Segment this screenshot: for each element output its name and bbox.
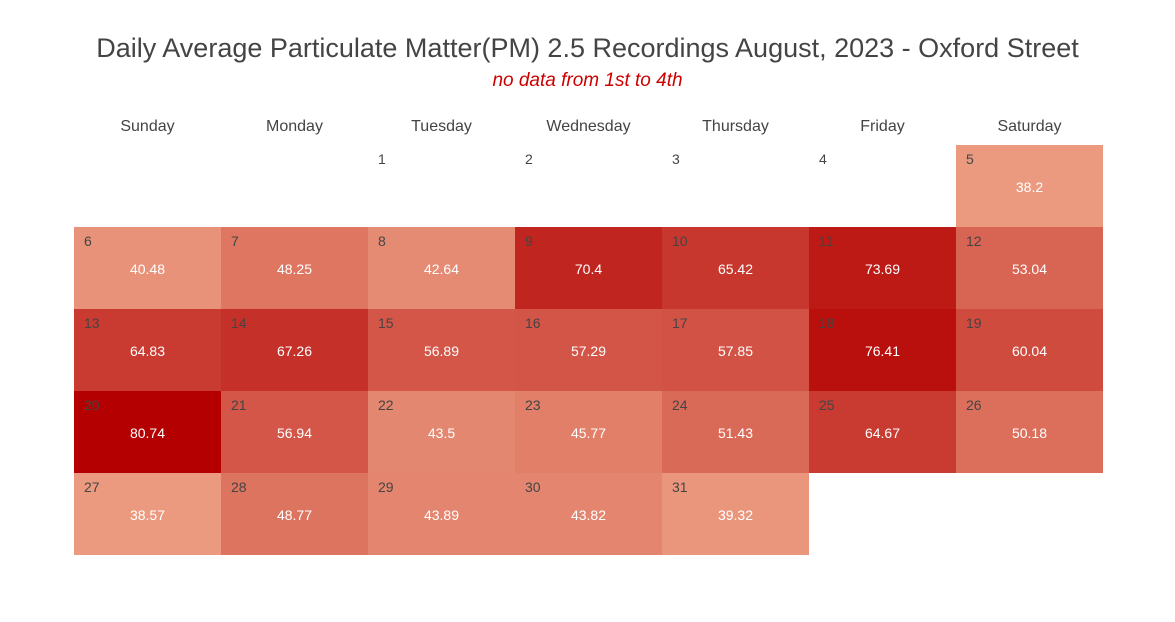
day-number: 9	[525, 233, 533, 249]
day-number: 26	[966, 397, 982, 413]
day-number: 24	[672, 397, 688, 413]
day-number: 13	[84, 315, 100, 331]
day-cell: 18 76.41	[809, 309, 956, 391]
chart-subtitle: no data from 1st to 4th	[492, 70, 683, 91]
weekday-label: Monday	[266, 118, 323, 135]
day-number: 6	[84, 233, 92, 249]
day-number: 11	[819, 233, 834, 249]
day-number: 31	[672, 479, 688, 495]
day-number: 16	[525, 315, 541, 331]
value-label: 38.2	[1015, 179, 1044, 195]
weekday-label: Sunday	[120, 118, 175, 135]
day-cell: 10 65.42	[662, 227, 809, 309]
day-cell: 31 39.32	[662, 473, 809, 555]
day-number: 28	[231, 479, 247, 495]
value-label: 76.41	[864, 343, 901, 359]
day-number: 27	[84, 479, 100, 495]
value-label: 40.48	[129, 261, 166, 277]
day-number: 12	[966, 233, 982, 249]
day-cell: 17 57.85	[662, 309, 809, 391]
day-cell: 22 43.5	[368, 391, 515, 473]
day-number: 23	[525, 397, 541, 413]
value-label: 48.25	[276, 261, 313, 277]
value-label: 64.67	[864, 425, 901, 441]
day-number: 29	[378, 479, 394, 495]
day-cell: 21 56.94	[221, 391, 368, 473]
day-number: 22	[378, 397, 394, 413]
day-cell: 30 43.82	[515, 473, 662, 555]
day-number: 20	[84, 397, 100, 413]
value-label: 51.43	[717, 425, 754, 441]
day-cell: 26 50.18	[956, 391, 1103, 473]
day-cell: 12 53.04	[956, 227, 1103, 309]
day-cell: 28 48.77	[221, 473, 368, 555]
value-label: 57.85	[717, 343, 754, 359]
day-number: 2	[525, 151, 533, 167]
weekday-label: Wednesday	[546, 118, 631, 135]
day-number: 14	[231, 315, 247, 331]
value-label: 65.42	[717, 261, 754, 277]
day-number: 19	[966, 315, 982, 331]
value-label: 43.5	[427, 425, 456, 441]
chart-title: Daily Average Particulate Matter(PM) 2.5…	[96, 33, 1079, 63]
weekday-label: Friday	[860, 118, 905, 135]
day-cell: 6 40.48	[74, 227, 221, 309]
day-cell: 2	[515, 145, 662, 227]
value-label: 70.4	[574, 261, 603, 277]
value-label: 45.77	[570, 425, 607, 441]
day-cell: 19 60.04	[956, 309, 1103, 391]
value-label: 38.57	[129, 507, 166, 523]
day-cell: 29 43.89	[368, 473, 515, 555]
value-label: 50.18	[1011, 425, 1048, 441]
value-label: 56.94	[276, 425, 313, 441]
day-cell: 27 38.57	[74, 473, 221, 555]
day-cell: 11 73.69	[809, 227, 956, 309]
value-label: 39.32	[717, 507, 754, 523]
day-cell: 15 56.89	[368, 309, 515, 391]
day-cell: 24 51.43	[662, 391, 809, 473]
day-number: 5	[966, 151, 974, 167]
value-label: 60.04	[1011, 343, 1048, 359]
value-label: 57.29	[570, 343, 607, 359]
day-number: 18	[819, 315, 835, 331]
day-cell: 4	[809, 145, 956, 227]
weekday-label: Thursday	[702, 118, 769, 135]
day-number: 25	[819, 397, 835, 413]
day-cell: 8 42.64	[368, 227, 515, 309]
day-number: 21	[231, 397, 247, 413]
day-number: 30	[525, 479, 541, 495]
day-number: 15	[378, 315, 394, 331]
value-label: 43.89	[423, 507, 460, 523]
day-number: 8	[378, 233, 386, 249]
value-label: 43.82	[570, 507, 607, 523]
weekday-label: Tuesday	[411, 118, 472, 135]
day-cell: 9 70.4	[515, 227, 662, 309]
value-label: 48.77	[276, 507, 313, 523]
value-label: 42.64	[423, 261, 460, 277]
day-cell: 23 45.77	[515, 391, 662, 473]
day-number: 7	[231, 233, 239, 249]
day-cell: 1	[368, 145, 515, 227]
day-cell: 25 64.67	[809, 391, 956, 473]
day-cell: 16 57.29	[515, 309, 662, 391]
day-cell: 14 67.26	[221, 309, 368, 391]
value-label: 80.74	[129, 425, 166, 441]
day-cell: 3	[662, 145, 809, 227]
value-label: 67.26	[276, 343, 313, 359]
value-label: 56.89	[423, 343, 460, 359]
day-number: 1	[378, 151, 386, 167]
day-cell: 7 48.25	[221, 227, 368, 309]
value-label: 53.04	[1011, 261, 1048, 277]
day-number: 17	[672, 315, 688, 331]
value-label: 64.83	[129, 343, 166, 359]
weekday-label: Saturday	[997, 118, 1062, 135]
day-cell: 20 80.74	[74, 391, 221, 473]
day-number: 10	[672, 233, 688, 249]
day-cell: 5 38.2	[956, 145, 1103, 227]
day-number: 3	[672, 151, 680, 167]
value-label: 73.69	[864, 261, 901, 277]
day-cell: 13 64.83	[74, 309, 221, 391]
day-number: 4	[819, 151, 827, 167]
